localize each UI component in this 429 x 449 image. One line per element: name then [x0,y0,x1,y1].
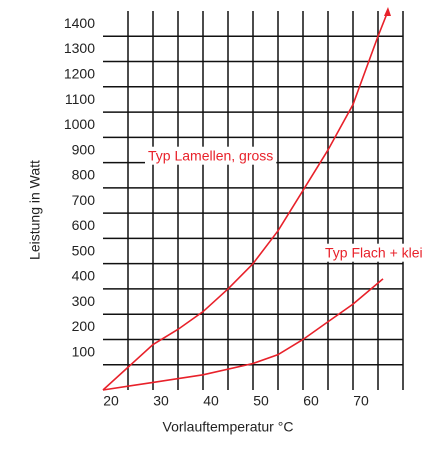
y-tick-label: 400 [72,268,96,284]
y-tick-label: 300 [72,293,96,309]
x-axis-label: Vorlauftemperatur °C [163,419,294,435]
y-tick-label: 800 [72,167,96,183]
annotation-background [322,243,426,262]
x-tick-label: 70 [353,393,369,409]
y-tick-label: 900 [72,141,96,157]
y-tick-label: 1000 [64,116,95,132]
annotation: Typ Flach + klei [325,245,423,261]
y-tick-label: 1400 [64,15,95,31]
y-tick-label: 1300 [64,40,95,56]
y-tick-label: 1200 [64,66,95,82]
x-tick-label: 30 [153,393,169,409]
line-series [102,10,389,391]
y-axis-label: Leistung in Watt [27,160,43,260]
y-tick-label: 1100 [65,91,95,107]
y-tick-label: 600 [72,217,96,233]
x-tick-label: 50 [253,393,269,409]
annotation-background [145,146,277,165]
line-series [102,278,384,391]
x-tick-label: 20 [103,393,119,409]
x-tick-label: 40 [203,393,219,409]
y-tick-label: 200 [72,318,96,334]
x-tick-label: 60 [303,393,319,409]
y-tick-label: 700 [72,192,96,208]
annotation: Typ Lamellen, gross [148,148,273,164]
y-tick-label: 500 [72,242,96,258]
y-tick-label: 100 [72,343,96,359]
arrow-head [384,7,391,16]
